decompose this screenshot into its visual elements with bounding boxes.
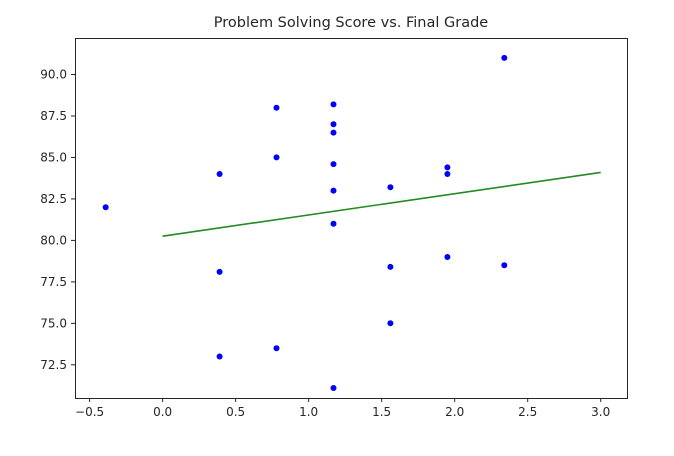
scatter-point [330, 129, 337, 136]
y-axis: 72.5 75.0 77.5 80.0 82.5 85.0 87.5 90.0 [40, 67, 75, 372]
y-tick-label: 82.5 [40, 192, 67, 206]
x-tick-label: 0.0 [153, 405, 172, 419]
scatter-point [330, 385, 337, 391]
y-tick-label: 72.5 [40, 358, 67, 372]
scatter-point [330, 101, 337, 108]
scatter-point [216, 171, 223, 177]
y-tick-label: 75.0 [40, 316, 67, 330]
axes-frame [75, 38, 628, 399]
x-tick-label: 1.5 [372, 405, 391, 419]
x-axis: −0.5 0.0 0.5 1.0 1.5 2.0 2.5 3.0 [75, 398, 610, 419]
x-tick-label: 2.5 [518, 405, 537, 419]
x-tick-label: 1.0 [299, 405, 318, 419]
scatter-point [501, 54, 508, 61]
scatter-point [330, 161, 337, 168]
plot-area [102, 54, 601, 391]
scatter-point [102, 204, 109, 211]
scatter-point [330, 220, 337, 227]
x-tick-label: 3.0 [591, 405, 610, 419]
scatter-point [216, 268, 223, 275]
scatter-point [387, 320, 394, 327]
scatter-point [216, 353, 223, 360]
scatter-point [444, 254, 451, 260]
chart-title: Problem Solving Score vs. Final Grade [214, 15, 488, 31]
y-tick-label: 87.5 [40, 109, 67, 123]
scatter-point [444, 164, 451, 171]
y-tick-label: 80.0 [40, 233, 67, 247]
scatter-point [330, 187, 337, 194]
scatter-point [273, 345, 280, 352]
scatter-point [387, 263, 394, 270]
scatter-point [273, 154, 280, 161]
scatter-point [387, 184, 394, 191]
y-tick-label: 90.0 [40, 67, 67, 81]
regression-line [162, 171, 601, 237]
y-tick-label: 77.5 [40, 275, 67, 289]
x-tick-label: −0.5 [75, 405, 104, 419]
scatter-point [444, 171, 451, 177]
scatter-point [273, 104, 280, 111]
x-tick-label: 2.0 [445, 405, 464, 419]
x-tick-label: 0.5 [226, 405, 245, 419]
scatter-point [501, 262, 508, 269]
y-tick-label: 85.0 [40, 150, 67, 164]
scatter-point [330, 121, 337, 128]
